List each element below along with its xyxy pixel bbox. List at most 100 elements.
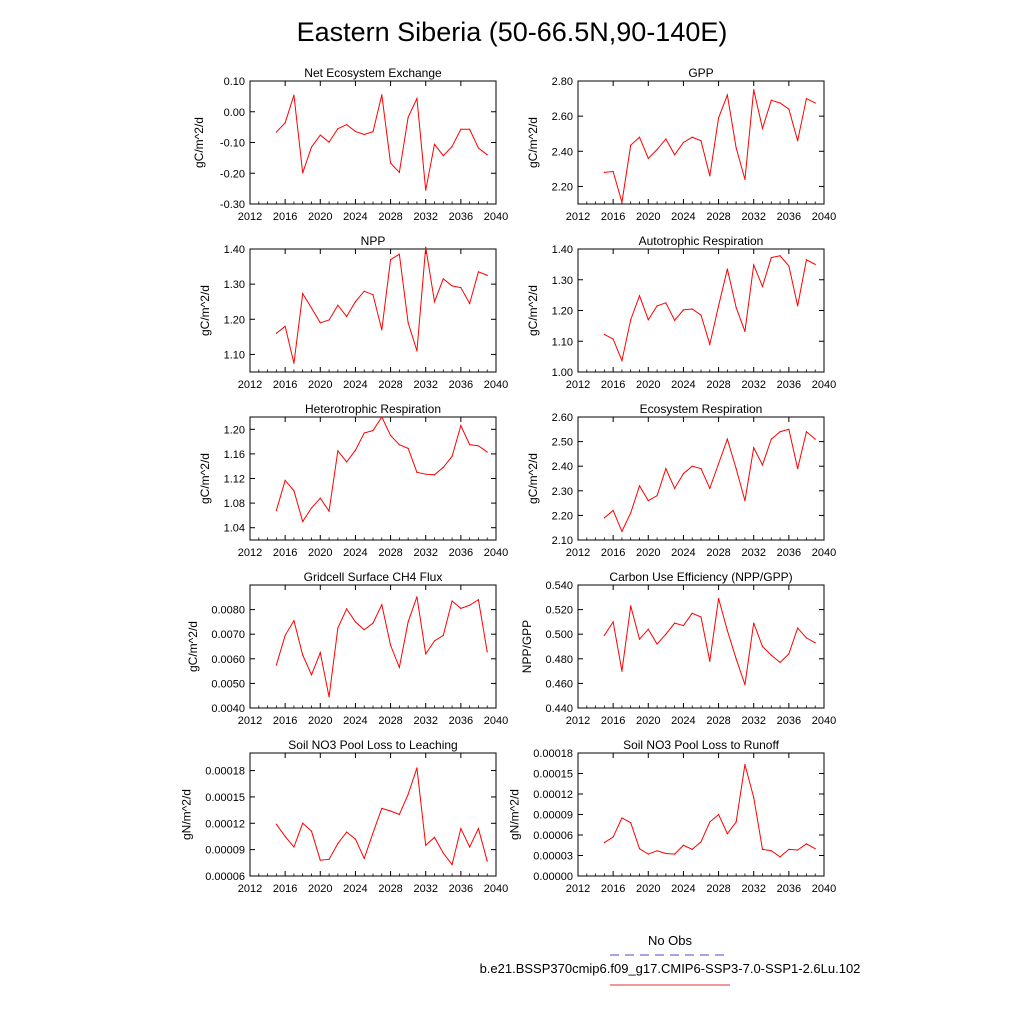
data-point bbox=[337, 304, 339, 306]
data-point bbox=[302, 822, 304, 824]
data-point bbox=[486, 451, 488, 453]
x-tick-label: 2032 bbox=[413, 211, 437, 223]
data-point bbox=[477, 827, 480, 830]
x-tick-label: 2040 bbox=[484, 715, 508, 727]
data-point bbox=[638, 848, 641, 850]
y-axis-label: gN/m^2/d bbox=[508, 789, 522, 840]
chart-panel-6: Ecosystem Respiration 2012 2016 2020 2024 202… bbox=[526, 402, 836, 559]
data-point bbox=[630, 512, 632, 514]
x-tick-label: 2020 bbox=[636, 379, 660, 391]
data-point bbox=[814, 438, 816, 440]
panel-title: Soil NO3 Pool Loss to Leaching bbox=[288, 738, 457, 752]
y-axis-label: gC/m^2/d bbox=[198, 285, 212, 336]
legend: No Obs b.e21.BSSP370cmip6.f09_g17.CMIP6-… bbox=[480, 933, 860, 986]
data-point bbox=[354, 301, 357, 303]
data-point bbox=[372, 294, 374, 296]
series-line bbox=[275, 767, 488, 866]
data-point bbox=[319, 497, 321, 499]
x-tick-label: 2024 bbox=[671, 715, 695, 727]
y-tick-label: 0.00012 bbox=[533, 789, 573, 801]
figure-title: Eastern Siberia (50-66.5N,90-140E) bbox=[297, 17, 728, 47]
data-point bbox=[682, 309, 685, 311]
chart-panel-1: Net Ecosystem Exchange 2012 2016 2020 2024 20… bbox=[192, 66, 508, 223]
data-point bbox=[682, 844, 685, 846]
data-point bbox=[726, 268, 728, 270]
data-point bbox=[389, 434, 392, 437]
panel-title: Gridcell Surface CH4 Flux bbox=[304, 570, 443, 584]
data-point bbox=[310, 307, 313, 309]
x-tick-label: 2040 bbox=[812, 211, 836, 223]
data-point bbox=[744, 178, 746, 180]
data-point bbox=[302, 293, 304, 295]
y-tick-label: 1.30 bbox=[224, 279, 245, 291]
data-point bbox=[603, 171, 605, 173]
data-point bbox=[354, 130, 357, 133]
data-point bbox=[735, 821, 737, 823]
data-point bbox=[674, 319, 676, 321]
data-point bbox=[709, 487, 711, 489]
data-point bbox=[788, 108, 790, 110]
data-point bbox=[753, 622, 755, 624]
y-tick-label: 0.0070 bbox=[211, 629, 245, 641]
data-point bbox=[433, 640, 436, 642]
data-point bbox=[797, 305, 799, 307]
data-point bbox=[337, 842, 339, 845]
x-tick-label: 2036 bbox=[449, 547, 473, 559]
data-point bbox=[328, 319, 330, 321]
data-point bbox=[638, 485, 641, 487]
x-tick-label: 2028 bbox=[378, 211, 402, 223]
data-point bbox=[770, 257, 772, 259]
data-point bbox=[310, 830, 313, 832]
data-point bbox=[416, 350, 418, 352]
x-tick-label: 2036 bbox=[777, 883, 801, 895]
x-tick-label: 2016 bbox=[273, 547, 297, 559]
y-tick-label: 0.10 bbox=[224, 76, 245, 88]
data-point bbox=[797, 140, 799, 142]
data-point bbox=[381, 94, 383, 96]
data-point bbox=[717, 597, 720, 600]
data-point bbox=[346, 831, 348, 833]
data-point bbox=[621, 670, 623, 672]
data-point bbox=[346, 124, 348, 126]
data-point bbox=[630, 319, 632, 321]
x-tick-label: 2024 bbox=[343, 883, 367, 895]
x-tick-label: 2028 bbox=[706, 715, 730, 727]
data-point bbox=[293, 362, 295, 364]
y-tick-label: 0.540 bbox=[545, 580, 573, 592]
panel-title: Heterotrophic Respiration bbox=[305, 402, 441, 416]
data-point bbox=[797, 468, 799, 470]
y-tick-label: -0.10 bbox=[220, 138, 245, 150]
data-point bbox=[805, 843, 808, 845]
panels-group: Net Ecosystem Exchange 2012 2016 2020 2024 20… bbox=[180, 66, 837, 895]
data-point bbox=[477, 271, 480, 273]
x-tick-label: 2024 bbox=[671, 379, 695, 391]
data-point bbox=[293, 490, 295, 492]
y-tick-label: 0.460 bbox=[545, 678, 573, 690]
data-point bbox=[691, 136, 693, 138]
data-point bbox=[284, 634, 286, 637]
x-tick-label: 2012 bbox=[566, 547, 590, 559]
data-point bbox=[293, 846, 295, 848]
data-point bbox=[726, 629, 728, 632]
plot-frame bbox=[249, 752, 497, 877]
data-point bbox=[700, 616, 702, 618]
y-axis-label: gC/m^2/d bbox=[186, 621, 200, 672]
y-tick-label: 0.00012 bbox=[205, 818, 245, 830]
data-point bbox=[469, 846, 471, 848]
data-point bbox=[753, 796, 755, 799]
data-point bbox=[665, 302, 667, 304]
x-tick-label: 2016 bbox=[273, 883, 297, 895]
y-tick-label: 1.04 bbox=[224, 523, 245, 535]
data-point bbox=[381, 604, 383, 606]
x-tick-label: 2032 bbox=[741, 211, 765, 223]
x-tick-label: 2036 bbox=[449, 715, 473, 727]
x-tick-label: 2020 bbox=[636, 715, 660, 727]
x-tick-label: 2016 bbox=[273, 211, 297, 223]
data-point bbox=[469, 128, 471, 130]
x-tick-label: 2020 bbox=[636, 211, 660, 223]
data-point bbox=[753, 447, 755, 449]
y-tick-label: 2.40 bbox=[552, 146, 573, 158]
y-axis-label: gC/m^2/d bbox=[192, 117, 206, 168]
data-point bbox=[726, 833, 728, 835]
y-axis-label: gC/m^2/d bbox=[198, 453, 212, 504]
